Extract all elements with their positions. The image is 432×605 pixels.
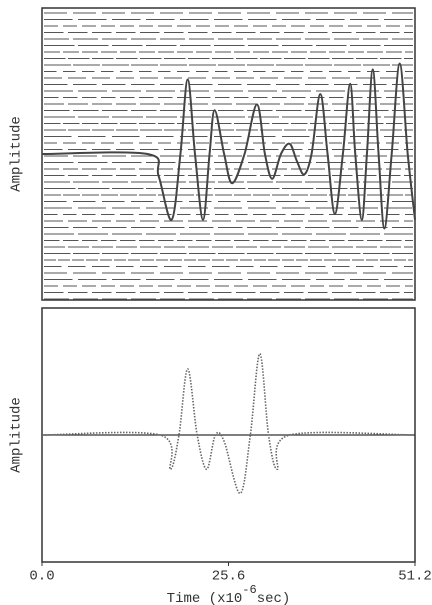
x-axis-label: Time (x10-6sec): [167, 583, 291, 605]
y-axis-label: Amplitude: [9, 397, 25, 473]
x-axis-label-text: Time (x10: [167, 591, 243, 605]
x-tick-label: 0.0: [29, 569, 54, 585]
waveform: [41, 62, 416, 230]
x-axis-label-exponent: -6: [242, 583, 256, 597]
x-tick-label: 25.6: [212, 569, 246, 585]
y-axis-label: Amplitude: [9, 116, 25, 192]
x-tick-label: 51.2: [398, 569, 432, 585]
x-axis-label-suffix: sec): [257, 591, 291, 605]
waveform: [41, 352, 416, 495]
